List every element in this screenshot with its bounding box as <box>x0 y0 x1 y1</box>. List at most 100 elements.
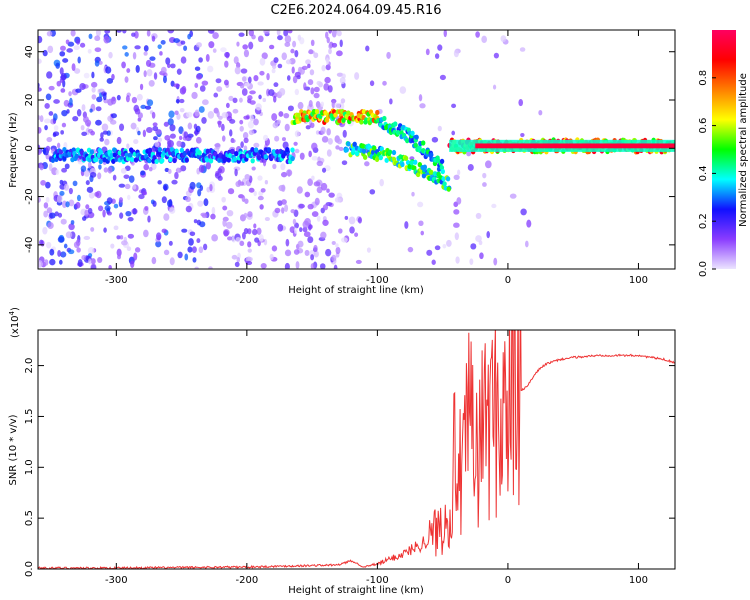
spectrogram-noise-point <box>123 174 130 179</box>
spectrogram-noise-point <box>119 123 125 131</box>
spectrogram-noise-point <box>240 141 244 148</box>
spectrogram-noise-point <box>95 190 102 199</box>
spectrogram-noise-point <box>451 130 456 136</box>
spectrogram-noise-point <box>252 228 258 236</box>
spectrogram-noise-point <box>149 56 156 61</box>
spectrogram-noise-point <box>85 180 90 186</box>
spectrogram-noise-point <box>239 125 244 132</box>
spectrogram-noise-point <box>98 164 102 170</box>
spectrogram-feature-point <box>58 149 64 155</box>
spectrogram-noise-point <box>60 45 66 51</box>
spectrogram-noise-point <box>194 266 199 269</box>
spectrogram-noise-point <box>243 227 249 235</box>
spectrogram-noise-point <box>197 200 204 207</box>
spectrogram-noise-point <box>442 243 447 249</box>
spectrogram-noise-point <box>331 100 336 109</box>
spectrogram-noise-point <box>121 240 128 246</box>
spectrogram-noise-point <box>276 30 281 36</box>
spectrogram-noise-point <box>311 156 318 161</box>
spectrogram-noise-point <box>335 246 341 255</box>
snr-multiplier-exp: 4 <box>8 310 16 315</box>
spectrogram-noise-point <box>307 178 313 187</box>
spectrogram-noise-point <box>279 88 286 96</box>
spectrogram-feature-point <box>346 141 351 147</box>
spectrogram-noise-point <box>144 105 152 110</box>
spectrogram-noise-point <box>244 198 249 205</box>
spectrogram-noise-point <box>176 68 182 75</box>
spectrogram-noise-point <box>146 69 153 77</box>
snr-multiplier-close: ) <box>10 307 21 311</box>
spectrogram-feature-point <box>98 149 104 156</box>
spectrogram-noise-point <box>258 94 262 100</box>
spectrogram-noise-point <box>194 82 199 88</box>
spectrogram-noise-point <box>124 52 129 57</box>
spectrogram-noise-point <box>239 240 245 247</box>
spectrogram-noise-point <box>79 83 86 90</box>
spectrogram-noise-point <box>247 211 253 218</box>
spectrogram-feature-point <box>405 159 411 166</box>
spectrogram-feature-point <box>230 148 235 155</box>
spectrogram-noise-point <box>236 256 241 263</box>
spectrogram-noise-point <box>68 223 75 231</box>
spectrogram-noise-point <box>299 227 303 233</box>
spectrogram-noise-point <box>455 256 460 264</box>
spectrogram-noise-point <box>520 208 527 216</box>
spectrogram-noise-point <box>399 86 407 94</box>
spectrogram-noise-point <box>389 98 393 105</box>
spectrogram-feature-point <box>378 155 384 161</box>
spectrogram-noise-point <box>82 116 89 123</box>
spectrogram-noise-point <box>86 186 94 193</box>
spectrogram-y-label: Frequency (Hz) <box>8 112 19 188</box>
spectrogram-noise-point <box>77 56 81 64</box>
spectrogram-noise-point <box>66 48 73 53</box>
spectrogram-noise-point <box>355 259 362 264</box>
spectrogram-noise-point <box>509 193 517 199</box>
colorbar-label: Normalized spectral amplitude <box>738 73 749 227</box>
spectrogram-feature-point <box>226 157 231 163</box>
spectrogram-noise-point <box>58 259 63 265</box>
spectrogram-noise-point <box>297 101 304 110</box>
y-tick-label: 0.5 <box>24 510 35 526</box>
spectrogram-noise-point <box>102 209 106 218</box>
spectrogram-noise-point <box>53 113 58 121</box>
spectrogram-noise-point <box>294 71 301 78</box>
spectrogram-noise-point <box>88 258 92 265</box>
spectrogram-noise-point <box>80 124 85 131</box>
spectrogram-feature-point <box>275 148 280 155</box>
spectrogram-noise-point <box>116 248 122 257</box>
spectrogram-noise-point <box>335 243 339 248</box>
spectrogram-noise-point <box>222 219 227 227</box>
spectrogram-noise-point <box>277 63 283 69</box>
spectrogram-noise-point <box>38 126 42 134</box>
spectrogram-noise-point <box>431 259 436 265</box>
spectrogram-noise-point <box>320 126 326 135</box>
spectrogram-noise-point <box>325 31 329 39</box>
spectrogram-feature-point <box>89 149 95 155</box>
colorbar-ticks: 0.0 0.2 0.4 0.6 0.8 <box>698 70 716 277</box>
spectrogram-noise-point <box>61 110 68 117</box>
spectrogram-noise-point <box>187 246 193 253</box>
spectrogram-noise-point <box>104 205 111 211</box>
spectrogram-noise-point <box>365 45 370 52</box>
spectrogram-feature-point <box>372 145 377 151</box>
spectrogram-noise-point <box>211 206 216 215</box>
spectrogram-noise-point <box>185 205 192 213</box>
spectrogram-feature-point <box>263 154 268 160</box>
spectrogram-noise-point <box>45 181 51 189</box>
spectrogram-noise-point <box>294 88 300 96</box>
spectrogram-noise-point <box>61 122 67 128</box>
spectrogram-noise-point <box>43 210 49 218</box>
spectrogram-noise-point <box>285 59 292 65</box>
spectrogram-noise-point <box>42 226 48 235</box>
spectrogram-noise-point <box>229 129 233 137</box>
spectrogram-noise-point <box>46 136 53 143</box>
spectrogram-noise-point <box>417 201 424 208</box>
spectrogram-noise-point <box>277 35 283 41</box>
spectrogram-noise-point <box>260 188 266 193</box>
spectrogram-noise-point <box>222 205 228 211</box>
spectrogram-noise-point <box>336 30 342 37</box>
spectrogram-feature-point <box>160 157 165 164</box>
spectrogram-noise-point <box>116 94 121 101</box>
spectrogram-noise-point <box>124 76 129 83</box>
spectrogram-noise-point <box>167 168 172 174</box>
